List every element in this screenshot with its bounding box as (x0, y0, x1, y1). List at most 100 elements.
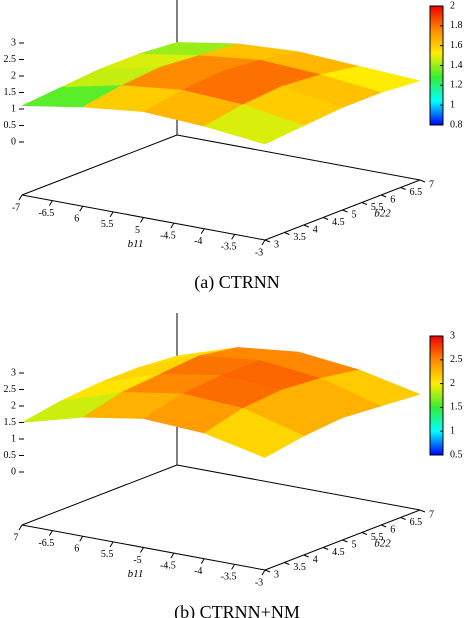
z-tick-label: 0.5 (4, 450, 17, 461)
x-tick (48, 200, 53, 206)
x-tick-label: 7 (14, 532, 19, 543)
y-tick (342, 209, 348, 213)
x-tick-label: 6 (74, 544, 79, 555)
colorbar-tick-label: 1.5 (450, 402, 463, 413)
caption: (b) CTRNN+NM (174, 602, 300, 618)
y-tick-label: 4.5 (332, 217, 345, 228)
y-tick-label: 6.5 (410, 187, 423, 198)
floor-edge (176, 134, 421, 181)
colorbar-tick-label: 3 (450, 330, 455, 341)
colorbar-tick-label: 1 (450, 99, 455, 110)
z-tick-label: 3 (11, 37, 16, 48)
z-tick-label: 3 (11, 367, 16, 378)
x-tick (170, 552, 175, 559)
y-tick (400, 517, 406, 520)
x-tick-label: -6.5 (38, 208, 54, 219)
y-tick (322, 217, 329, 220)
x-tick (170, 222, 175, 229)
x-tick (109, 211, 114, 218)
y-tick-label: 7 (429, 509, 434, 520)
x-tick-label: -3 (255, 577, 263, 588)
colorbar-tick-label: 2 (450, 0, 455, 11)
caption: (a) CTRNN (194, 272, 279, 293)
y-tick (381, 524, 387, 528)
y-tick (264, 569, 271, 573)
x-tick (109, 541, 114, 548)
z-tick-label: 0.5 (4, 120, 17, 131)
y-tick (264, 239, 271, 243)
y-tick-label: 5.5 (371, 202, 384, 213)
y-tick-label: 6.5 (410, 517, 423, 528)
x-tick (200, 558, 205, 565)
floor-edge (176, 464, 421, 511)
colorbar (429, 335, 444, 456)
y-tick-label: 6 (390, 194, 395, 205)
y-tick (419, 509, 426, 513)
z-tick-label: 1.5 (4, 87, 17, 98)
x-tick-label: 6 (74, 214, 79, 225)
x-axis-label: b11 (128, 568, 144, 580)
x-tick (140, 547, 144, 553)
y-tick-label: 5 (352, 209, 357, 220)
y-tick-label: 3 (274, 239, 279, 250)
x-tick-label: -3.5 (221, 242, 237, 253)
x-tick-label: -4 (194, 566, 202, 577)
colorbar-tick-label: 2.5 (450, 354, 463, 365)
surface-patch (203, 407, 305, 458)
x-tick (231, 564, 236, 570)
x-tick (79, 205, 84, 212)
x-tick (231, 234, 236, 240)
x-tick-label: -4.5 (160, 560, 176, 571)
y-tick (284, 232, 290, 235)
y-tick (342, 539, 348, 543)
x-tick (261, 569, 266, 576)
z-tick-label: 0 (11, 136, 16, 147)
z-tick-label: 2.5 (4, 384, 17, 395)
y-tick (400, 187, 406, 190)
y-axis-label: b22 (374, 538, 391, 550)
x-tick (18, 524, 23, 531)
x-tick (79, 535, 84, 542)
y-tick-label: 5.5 (371, 532, 384, 543)
y-tick-label: 7 (429, 179, 434, 190)
x-tick-label: -4 (194, 236, 202, 247)
colorbar-tick-label: 1.2 (450, 80, 463, 91)
x-tick-label: -4.5 (160, 230, 176, 241)
z-tick-label: 1 (11, 103, 16, 114)
surface-patch (203, 104, 305, 145)
z-tick-label: 1 (11, 433, 16, 444)
z-tick-label: 2.5 (4, 54, 17, 65)
x-tick-label: -7 (12, 202, 20, 213)
colorbar-tick-label: 2 (450, 378, 455, 389)
y-tick (419, 179, 426, 183)
colorbar-tick-label: 1.8 (450, 20, 463, 31)
x-tick-label: -3.5 (221, 572, 237, 583)
floor-edge (21, 464, 178, 526)
y-tick-label: 3 (274, 569, 279, 580)
x-tick-label: -3 (255, 247, 263, 258)
x-tick (18, 194, 23, 201)
x-tick (48, 530, 53, 536)
y-tick-label: 4 (313, 224, 318, 235)
x-tick (140, 217, 144, 223)
x-tick-label: -6.5 (38, 538, 54, 549)
x-tick-label: 5.5 (101, 219, 114, 230)
z-tick-label: 2 (11, 400, 16, 411)
x-tick-label: 5.5 (101, 549, 114, 560)
x-tick (261, 239, 266, 246)
y-tick-label: 4 (313, 554, 318, 565)
floor-edge (21, 134, 178, 196)
y-tick (322, 547, 329, 550)
x-axis-label: b11 (128, 238, 144, 250)
y-tick-label: 3.5 (293, 232, 306, 243)
z-tick-label: 2 (11, 70, 16, 81)
y-tick (381, 194, 387, 198)
y-tick (303, 224, 309, 228)
y-tick-label: 4.5 (332, 547, 345, 558)
colorbar-tick-label: 1.6 (450, 40, 463, 51)
colorbar-tick-label: 1 (450, 425, 455, 436)
y-tick (284, 562, 290, 565)
x-tick (200, 228, 205, 235)
colorbar-tick-label: 0.5 (450, 449, 463, 460)
